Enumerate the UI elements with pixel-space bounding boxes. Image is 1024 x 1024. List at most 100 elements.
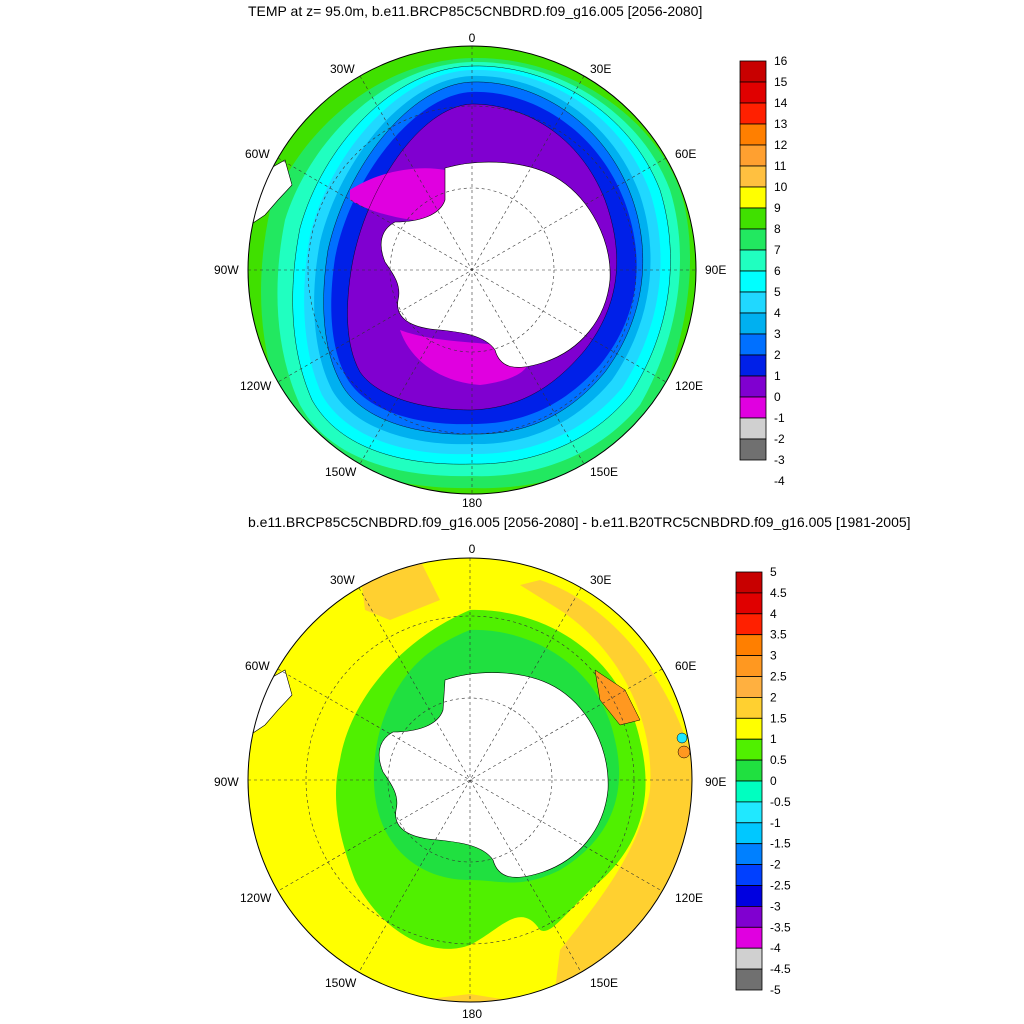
- bottom-colorbar-tick-label: -2.5: [770, 879, 791, 893]
- top-map-title: TEMP at z= 95.0m, b.e11.BRCP85C5CNBDRD.f…: [248, 3, 703, 19]
- bottom-colorbar-tick-label: 2.5: [770, 670, 787, 684]
- bottom-warm-spot: [677, 745, 691, 759]
- bottom-lon-label-60w: 60W: [245, 659, 270, 673]
- top-colorbar-swatch: [739, 249, 767, 272]
- bottom-cool-spot: [676, 732, 688, 744]
- bottom-field-band-2b: [360, 560, 520, 1002]
- top-colorbar-tick-label: 15: [774, 75, 788, 89]
- bottom-lon-label-30w: 30W: [330, 573, 355, 587]
- bottom-colorbar-tick-label: -3.5: [770, 920, 791, 934]
- bottom-map-title: b.e11.BRCP85C5CNBDRD.f09_g16.005 [2056-2…: [248, 514, 911, 530]
- top-colorbar-tick-label: -1: [774, 411, 785, 425]
- top-lon-label-90w: 90W: [214, 263, 239, 277]
- bottom-lon-label-120e: 120E: [675, 891, 703, 905]
- top-colorbar-swatch: [739, 291, 767, 314]
- bottom-polar-map: 0 30E 60E 90E 120E 150E 180 150W 120W 90…: [214, 542, 726, 1021]
- bottom-colorbar-tick-label: -1: [770, 816, 781, 830]
- bottom-colorbar-tick-label: 5: [770, 565, 777, 579]
- top-colorbar-tick-label: 10: [774, 180, 788, 194]
- top-colorbar-swatch: [739, 438, 767, 461]
- bottom-colorbar-swatch: [735, 822, 763, 845]
- bottom-lon-label-0: 0: [469, 542, 476, 556]
- bottom-colorbar-swatch: [735, 947, 763, 970]
- bottom-colorbar-swatch: [735, 613, 763, 636]
- top-lon-label-120w: 120W: [240, 379, 272, 393]
- top-colorbar-tick-label: 11: [774, 159, 787, 173]
- bottom-lon-label-30e: 30E: [590, 573, 611, 587]
- top-colorbar-swatch: [739, 270, 767, 293]
- top-graticule: [248, 46, 696, 494]
- top-lon-label-30w: 30W: [330, 62, 355, 76]
- bottom-lon-label-60e: 60E: [675, 659, 696, 673]
- bottom-colorbar-swatch: [735, 759, 763, 782]
- bottom-lon-label-150w: 150W: [325, 976, 357, 990]
- top-colorbar-swatch: [739, 417, 767, 440]
- top-colorbar-swatch: [739, 375, 767, 398]
- top-colorbar-swatch: [739, 207, 767, 230]
- top-colorbar-tick-label: 13: [774, 117, 788, 131]
- top-lon-label-180: 180: [462, 496, 482, 510]
- top-antarctica: [380, 161, 611, 368]
- top-colorbar-tick-label: 7: [774, 243, 781, 257]
- top-colorbar-tick-label: 2: [774, 348, 781, 362]
- bottom-colorbar-tick-label: 1.5: [770, 711, 787, 725]
- bottom-colorbar-swatch: [735, 780, 763, 803]
- bottom-colorbar-tick-label: -4: [770, 941, 781, 955]
- top-colorbar-swatch: [739, 102, 767, 125]
- bottom-lon-label-90w: 90W: [214, 775, 239, 789]
- bottom-colorbar: 5 4.5 4 3.5 3 2.5 2 1.5 1 0.5 0 -0.5 -1 -1.5 -2 -2.5 -3 -…: [735, 565, 791, 997]
- top-colorbar-tick-label: 12: [774, 138, 788, 152]
- bottom-colorbar-swatch: [735, 634, 763, 657]
- top-colorbar-swatch: [739, 81, 767, 104]
- bottom-warm-patch: [594, 669, 641, 726]
- top-map-border: [247, 45, 697, 495]
- top-colorbar-swatch: [739, 312, 767, 335]
- bottom-colorbar-swatch: [735, 968, 763, 991]
- top-colorbar-tick-label: 6: [774, 264, 781, 278]
- top-lon-label-150w: 150W: [325, 465, 357, 479]
- bottom-lon-label-180: 180: [462, 1007, 482, 1021]
- bottom-map-border: [247, 557, 693, 1003]
- bottom-colorbar-swatch: [735, 738, 763, 761]
- bottom-colorbar-swatch: [735, 697, 763, 719]
- top-colorbar-swatch: [739, 123, 767, 146]
- top-colorbar-tick-label: 5: [774, 285, 781, 299]
- bottom-colorbar-tick-label: -4.5: [770, 962, 791, 976]
- bottom-colorbar-swatch: [735, 885, 763, 907]
- bottom-colorbar-tick-label: 0.5: [770, 753, 787, 767]
- bottom-colorbar-swatch: [735, 801, 763, 824]
- bottom-colorbar-tick-label: 0: [770, 774, 777, 788]
- bottom-colorbar-tick-label: 3.5: [770, 628, 787, 642]
- top-lon-label-30e: 30E: [590, 62, 611, 76]
- bottom-colorbar-swatch: [735, 676, 763, 698]
- top-lon-label-150e: 150E: [590, 465, 618, 479]
- bottom-colorbar-tick-label: 4.5: [770, 586, 787, 600]
- bottom-colorbar-swatch: [735, 864, 763, 886]
- bottom-field-band-2: [520, 580, 692, 994]
- bottom-lon-label-150e: 150E: [590, 976, 618, 990]
- bottom-colorbar-swatch: [735, 926, 763, 949]
- bottom-colorbar-tick-label: 2: [770, 690, 777, 704]
- top-colorbar-tick-label: 14: [774, 96, 788, 110]
- top-colorbar-swatch: [739, 165, 767, 188]
- bottom-graticule: [248, 558, 692, 1002]
- bottom-colorbar-swatch: [735, 906, 763, 928]
- bottom-colorbar-tick-label: 1: [770, 732, 777, 746]
- bottom-colorbar-swatch: [735, 592, 763, 615]
- bottom-colorbar-tick-label: -3: [770, 899, 781, 913]
- top-lon-label-60w: 60W: [245, 147, 270, 161]
- top-colorbar-swatch: [739, 228, 767, 251]
- top-colorbar-tick-label: 1: [774, 369, 781, 383]
- top-colorbar-swatch: [739, 60, 767, 83]
- top-colorbar-swatch: [739, 396, 767, 419]
- top-lon-label-60e: 60E: [675, 147, 696, 161]
- bottom-colorbar-swatch: [735, 843, 763, 866]
- top-colorbar-swatch: [739, 333, 767, 356]
- bottom-colorbar-swatch: [735, 655, 763, 677]
- top-colorbar-tick-label: 4: [774, 306, 781, 320]
- bottom-lon-label-120w: 120W: [240, 891, 272, 905]
- top-colorbar-tick-label: 16: [774, 54, 788, 68]
- top-colorbar-tick-label: 0: [774, 390, 781, 404]
